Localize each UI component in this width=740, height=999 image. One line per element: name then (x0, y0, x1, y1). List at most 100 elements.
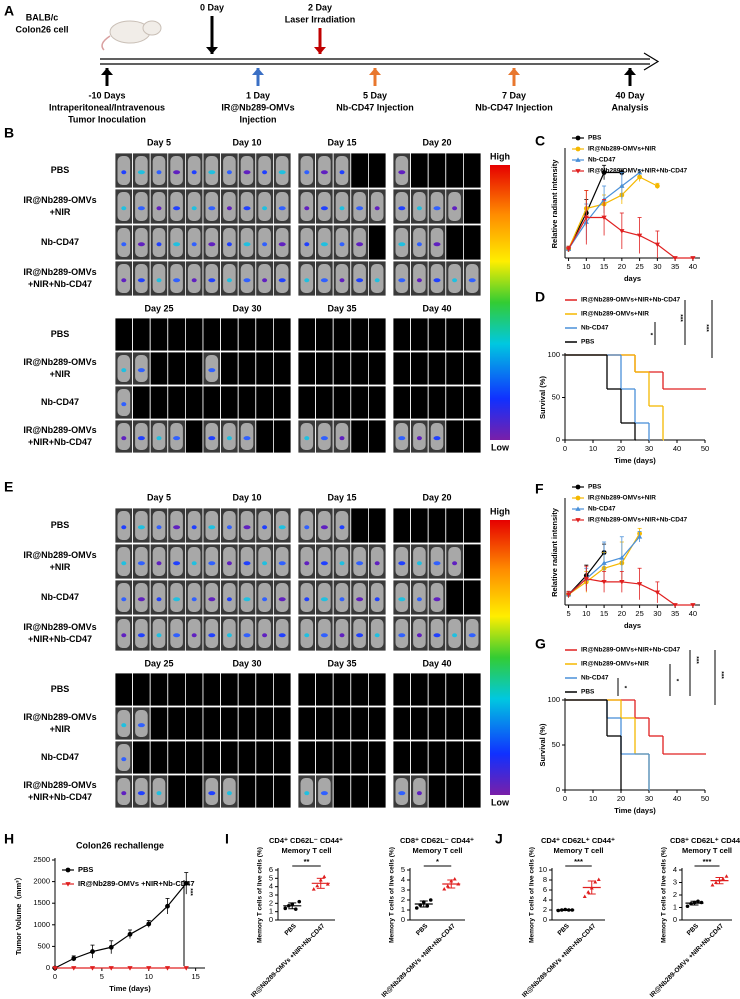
point (297, 899, 302, 904)
signal (208, 206, 216, 211)
image-cell (445, 740, 464, 775)
y-axis-label: Memory T cells of live cells (%) (529, 847, 536, 943)
panel-letter: B (4, 125, 14, 141)
image-cell (332, 317, 352, 352)
image-cell (184, 317, 204, 352)
signal (243, 633, 251, 638)
signal (243, 436, 251, 441)
point (164, 966, 171, 971)
signal (320, 242, 328, 247)
signal (156, 242, 162, 247)
y-tick-label: 6 (543, 885, 547, 894)
signal (433, 561, 441, 566)
image-cell (427, 317, 447, 352)
signal (208, 278, 216, 283)
event-label: 0 Day (200, 2, 224, 12)
image-cell (202, 385, 222, 420)
image-cell (350, 317, 369, 352)
point (690, 256, 696, 261)
image-cell (184, 706, 204, 741)
x-tick-label: 25 (635, 609, 643, 618)
image-cell (350, 706, 369, 741)
signal (320, 597, 328, 602)
image-cell (272, 317, 292, 352)
row-label: IR@Nb289-OMVs (23, 267, 96, 277)
legend-label: IR@Nb289-OMVs+NIR+Nb-CD47 (581, 297, 681, 304)
point (601, 215, 607, 221)
signal (416, 791, 422, 796)
image-cell (184, 419, 204, 454)
signal (278, 597, 286, 602)
x-tick-label: 15 (600, 262, 608, 271)
image-cell (220, 672, 239, 707)
y-axis-label: Survival (%) (538, 723, 547, 766)
legend-label: Nb-CD47 (588, 157, 616, 164)
image-cell (220, 317, 239, 352)
signal (208, 242, 216, 247)
day-label: Day 30 (232, 303, 261, 313)
significance: *** (717, 671, 724, 679)
image-cell (237, 672, 257, 707)
image-cell (410, 507, 429, 544)
event-arrowhead (314, 47, 326, 54)
series-line (568, 578, 693, 606)
chart-title: CD4⁺ CD62L⁺ CD44⁺ (541, 836, 615, 845)
signal (262, 561, 268, 566)
signal (156, 170, 162, 175)
image-cell (149, 740, 169, 775)
signal (356, 597, 364, 602)
y-tick-label: 1000 (33, 920, 50, 929)
image-cell (255, 672, 274, 707)
image-cell (315, 672, 334, 707)
x-tick-label: 0 (563, 444, 567, 453)
image-cell (392, 385, 412, 420)
signal (137, 597, 145, 602)
row-label: IR@Nb289-OMVs (23, 622, 96, 632)
image-cell (367, 152, 387, 189)
legend-marker (575, 484, 581, 490)
row-label: Nb-CD47 (41, 592, 79, 602)
event-label: 40 Day (615, 90, 644, 100)
signal (191, 525, 197, 530)
mouse-label: BALB/c (26, 12, 59, 22)
mouse-tail (101, 35, 111, 51)
row-label: PBS (51, 684, 70, 694)
legend-label: Nb-CD47 (581, 675, 609, 682)
legend-marker (65, 882, 71, 887)
signal (304, 242, 310, 247)
image-cell (315, 385, 334, 420)
signal (320, 561, 328, 566)
point (601, 579, 607, 585)
y-tick-label: 0 (556, 435, 560, 444)
day-label: Day 15 (327, 137, 356, 147)
image-cell (427, 706, 447, 741)
image-cell (149, 706, 169, 741)
image-cell (167, 351, 186, 386)
signal (262, 206, 268, 211)
legend-label: IR@Nb289-OMVs+NIR (588, 146, 656, 153)
point (311, 887, 316, 891)
signal (320, 278, 328, 283)
image-cell (237, 706, 257, 741)
y-tick-label: 1500 (33, 898, 50, 907)
series-line (54, 882, 187, 969)
row-label: +NIR+Nb-CD47 (28, 437, 92, 447)
signal (191, 242, 197, 247)
image-cell (462, 774, 482, 809)
legend-label: IR@Nb289-OMVs+NIR+Nb-CD47 (588, 168, 688, 175)
significance: *** (702, 324, 709, 332)
point (654, 590, 661, 596)
signal (156, 525, 162, 530)
signal (398, 436, 406, 441)
row-label: Nb-CD47 (41, 752, 79, 762)
image-cell (392, 672, 412, 707)
point (565, 592, 572, 598)
x-tick-label: PBS (556, 922, 571, 937)
signal (226, 597, 232, 602)
chart-subtitle: Memory T cell (412, 846, 462, 855)
legend-marker (575, 146, 581, 152)
signal (339, 170, 345, 175)
legend-label: PBS (588, 135, 602, 142)
image-cell (367, 507, 387, 544)
signal (226, 791, 232, 796)
